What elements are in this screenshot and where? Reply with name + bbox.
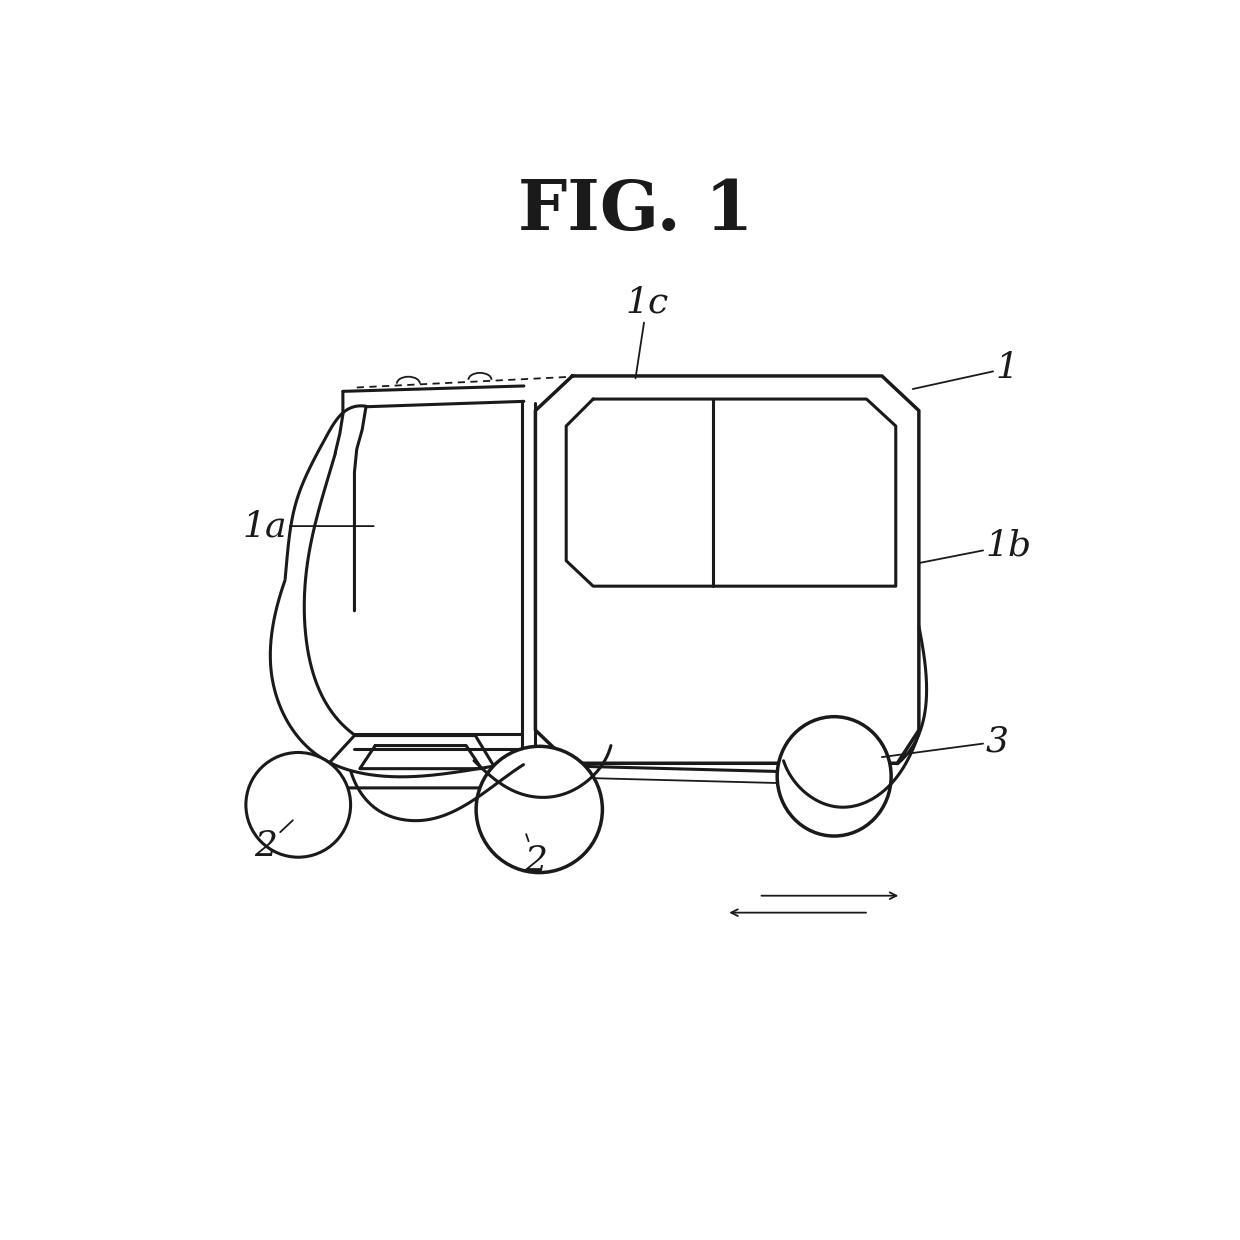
Ellipse shape [777,717,892,836]
Text: 3: 3 [882,724,1009,759]
Text: 1a: 1a [243,510,373,543]
Circle shape [476,746,603,873]
Text: FIG. 1: FIG. 1 [518,177,753,244]
Text: 2: 2 [254,820,293,863]
Text: 1c: 1c [625,285,668,378]
Text: 1b: 1b [919,528,1032,563]
Text: 2: 2 [523,835,547,878]
Circle shape [246,753,351,857]
Text: 1: 1 [913,351,1019,389]
